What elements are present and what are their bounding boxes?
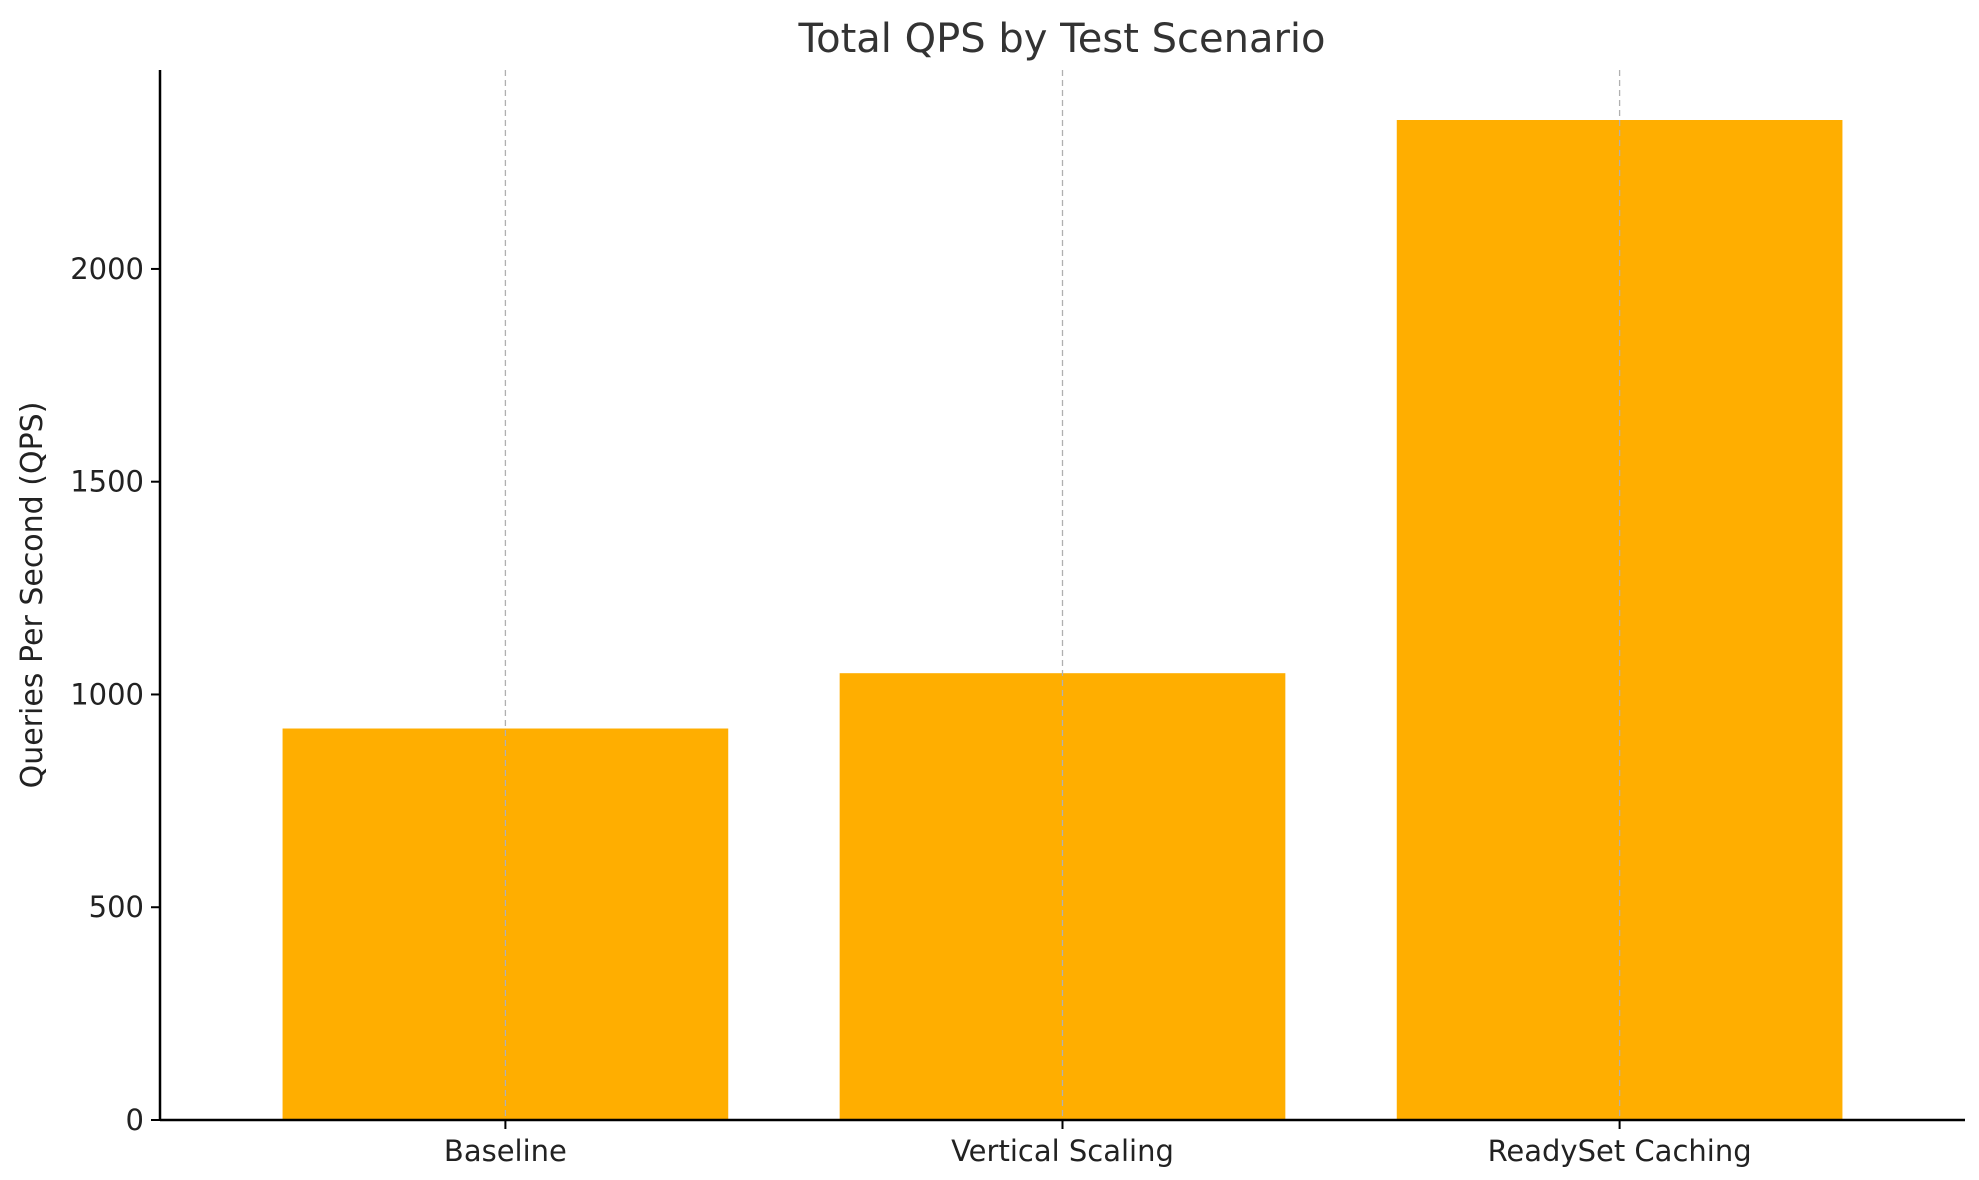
- chart-title: Total QPS by Test Scenario: [798, 16, 1326, 62]
- gridlines: [504, 70, 1621, 1120]
- y-tick-label: 2000: [70, 252, 144, 286]
- y-tick-label: 0: [126, 1103, 144, 1137]
- y-tick-label: 1500: [70, 465, 144, 499]
- x-tick-label: ReadySet Caching: [1488, 1134, 1752, 1168]
- y-tick-label: 500: [89, 890, 144, 924]
- y-axis-label: Queries Per Second (QPS): [15, 402, 50, 789]
- y-ticks: 0 500 1000 1500 2000: [70, 252, 160, 1137]
- y-tick-label: 1000: [70, 677, 144, 711]
- x-tick-label: Baseline: [444, 1134, 567, 1168]
- x-tick-label: Vertical Scaling: [951, 1134, 1174, 1168]
- x-ticks: Baseline Vertical Scaling ReadySet Caching: [444, 1120, 1752, 1168]
